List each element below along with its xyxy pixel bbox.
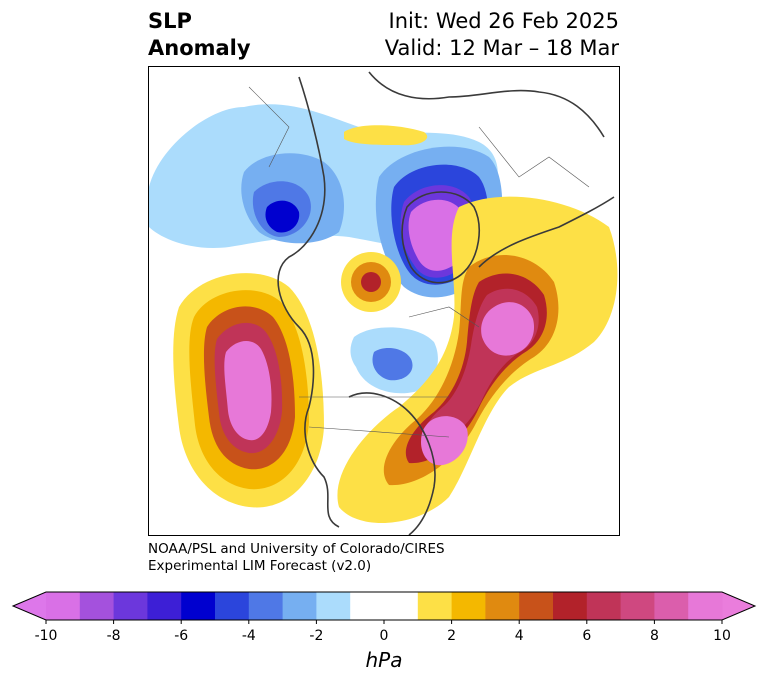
- colorbar-tick-label: -2: [309, 628, 323, 644]
- title-variable: SLP: [148, 9, 192, 33]
- negative-anomaly-6: [265, 200, 300, 233]
- colorbar: -10 -8 -6 -4 -2 0 2 4 6 8 10: [0, 588, 768, 652]
- colorbar-svg: -10 -8 -6 -4 -2 0 2 4 6 8 10: [11, 591, 757, 644]
- colorbar-bin: [79, 592, 115, 620]
- colorbar-bin: [519, 592, 554, 620]
- forecast-dates: Init: Wed 26 Feb 2025 Valid: 12 Mar – 18…: [385, 8, 619, 62]
- colorbar-bin: [485, 592, 520, 620]
- colorbar-bin: [248, 592, 284, 620]
- colorbar-bin: [654, 592, 689, 620]
- atlantic-high-core-north: [481, 302, 535, 356]
- credit-line-1: NOAA/PSL and University of Colorado/CIRE…: [148, 541, 445, 557]
- map-panel: [148, 66, 620, 536]
- colorbar-tick-label: -8: [107, 628, 121, 644]
- colorbar-bin: [688, 592, 723, 620]
- colorbar-bin: [113, 592, 148, 620]
- arctic-positive: [344, 125, 428, 146]
- colorbar-tick-label: 8: [650, 628, 659, 644]
- credit-text: NOAA/PSL and University of Colorado/CIRE…: [148, 541, 445, 575]
- colorbar-bin: [147, 592, 182, 620]
- baffin-high-inner: [361, 272, 381, 292]
- colorbar-bin: [316, 592, 351, 620]
- colorbar-bin: [417, 592, 453, 620]
- colorbar-tick-label: 0: [380, 628, 389, 644]
- map-title: SLP Anomaly: [148, 8, 251, 62]
- colorbar-tick-label: 2: [447, 628, 456, 644]
- colorbar-bin: [586, 592, 622, 620]
- colorbar-bin: [181, 592, 216, 620]
- credit-line-2: Experimental LIM Forecast (v2.0): [148, 558, 372, 574]
- slp-anomaly-map: [149, 71, 618, 535]
- colorbar-bin: [46, 592, 81, 620]
- colorbar-bin: [451, 592, 486, 620]
- colorbar-tick-label: -6: [174, 628, 188, 644]
- colorbar-bin: [553, 592, 588, 620]
- colorbar-extend-min: [13, 592, 46, 620]
- colorbar-tick-label: -10: [35, 628, 58, 644]
- valid-range: Valid: 12 Mar – 18 Mar: [384, 36, 619, 60]
- colorbar-bin: [282, 592, 317, 620]
- colorbar-tick-label: 6: [582, 628, 591, 644]
- polar-negative-2: [372, 347, 413, 381]
- colorbar-bin: [215, 592, 250, 620]
- country-borders: [248, 86, 590, 438]
- colorbar-tick-label: 4: [515, 628, 524, 644]
- colorbar-tick-label: -4: [242, 628, 256, 644]
- colorbar-bin: [350, 592, 419, 620]
- colorbar-bin: [620, 592, 655, 620]
- coastlines: [277, 71, 615, 535]
- colorbar-tick-label: 10: [713, 628, 731, 644]
- title-field: Anomaly: [148, 36, 251, 60]
- pacific-high-core: [224, 341, 272, 441]
- init-date: Init: Wed 26 Feb 2025: [388, 9, 619, 33]
- colorbar-extend-max: [722, 592, 755, 620]
- colorbar-unit: hPa: [365, 648, 403, 672]
